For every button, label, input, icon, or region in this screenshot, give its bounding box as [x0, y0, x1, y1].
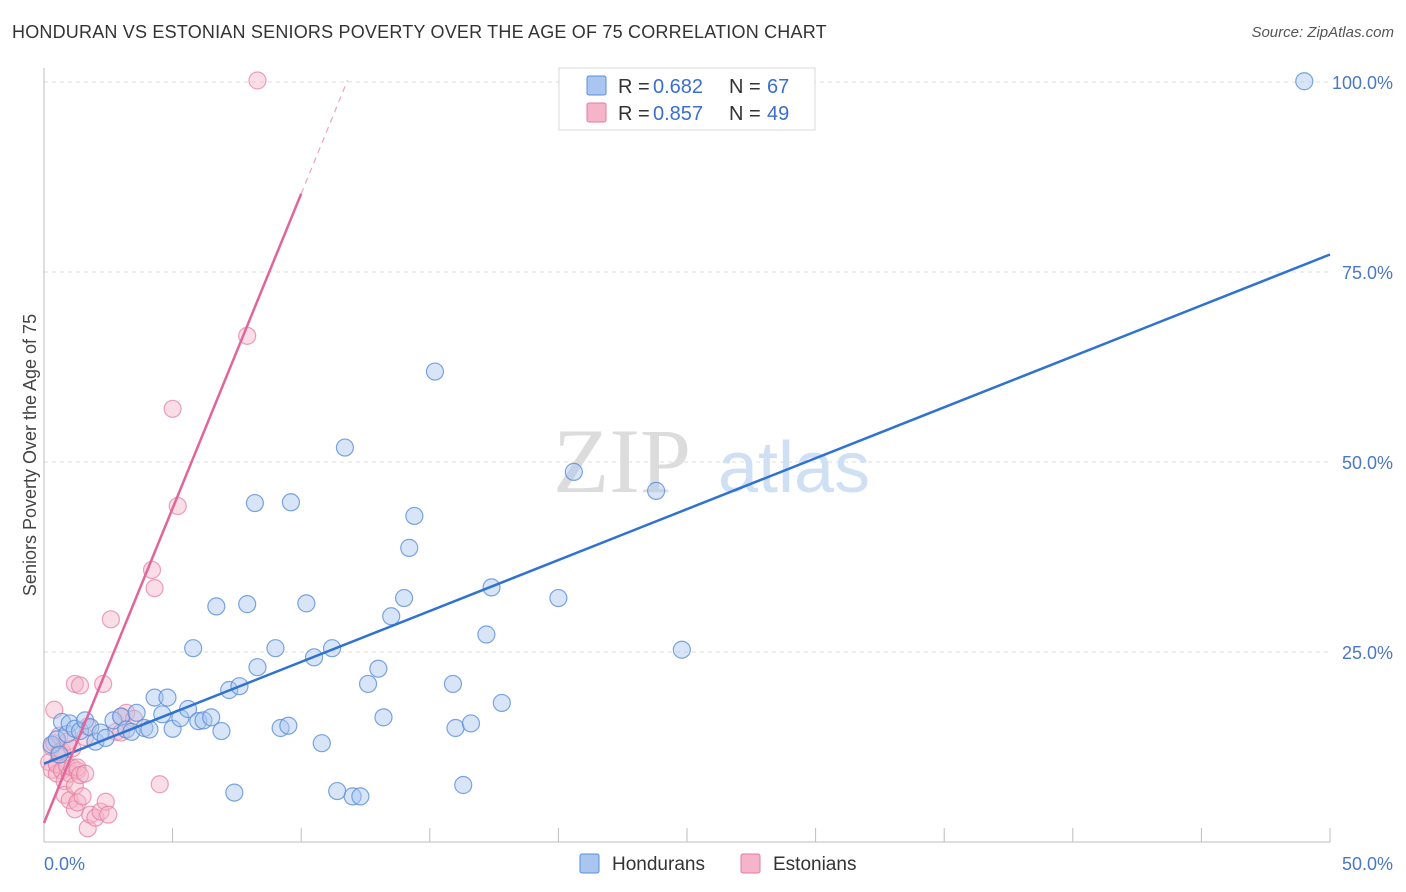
bottom-legend-hondurans: Hondurans — [612, 854, 705, 875]
estonian-point — [99, 805, 118, 824]
x-tick-label: 50.0% — [1342, 854, 1393, 874]
honduran-point — [42, 735, 61, 754]
honduran-point — [60, 714, 79, 733]
honduran-point — [549, 588, 568, 608]
honduran-point — [47, 730, 66, 749]
honduran-point — [374, 708, 393, 727]
legend-n-value-1: 67 — [767, 76, 789, 98]
estonian-point — [150, 775, 169, 794]
honduran-point — [446, 718, 465, 738]
honduran-point — [127, 703, 146, 722]
honduran-point — [184, 639, 203, 658]
honduran-point — [564, 462, 583, 481]
y-axis-label: Seniors Poverty Over the Age of 75 — [20, 314, 40, 596]
estonian-point — [73, 787, 92, 806]
honduran-point — [225, 783, 244, 802]
honduran-point — [394, 588, 414, 608]
honduran-point — [647, 481, 666, 500]
honduran-point — [351, 787, 370, 806]
legend-r-label-2: R = — [618, 103, 650, 125]
honduran-point — [297, 594, 316, 613]
estonian-trend-extension — [300, 80, 349, 194]
trend-lines — [42, 80, 1331, 824]
estonian-point — [101, 610, 120, 629]
y-tick-label: 75.0% — [1342, 263, 1393, 283]
estonian-point — [81, 805, 100, 824]
honduran-point — [245, 493, 265, 513]
x-tick-label: 0.0% — [44, 854, 85, 874]
legend-r-value-1: 0.682 — [653, 76, 703, 98]
estonian-point — [76, 764, 95, 783]
legend-n-label-2: N = — [729, 103, 761, 125]
honduran-point — [281, 493, 301, 512]
honduran-point — [400, 538, 419, 557]
honduran-point — [405, 506, 424, 526]
honduran-point — [145, 688, 164, 707]
estonian-trend-line — [42, 193, 303, 824]
grid-lines — [44, 81, 1330, 653]
estonian-point — [163, 399, 182, 418]
estonian-point — [145, 579, 164, 598]
axes — [43, 68, 1331, 843]
honduran-point — [202, 708, 221, 727]
tick-labels: 25.0% 50.0% 75.0% 100.0% 0.0% 50.0% — [44, 73, 1393, 874]
legend-swatch-estonians — [586, 102, 607, 123]
bottom-legend-swatch-hondurans — [579, 853, 600, 874]
estonian-point — [70, 676, 90, 695]
estonian-point — [248, 71, 267, 90]
honduran-trend-line — [43, 253, 1331, 765]
honduran-point — [335, 438, 355, 457]
honduran-point — [358, 674, 378, 694]
bottom-legend-estonians: Estonians — [773, 854, 856, 875]
y-tick-label: 50.0% — [1342, 453, 1393, 473]
honduran-point — [248, 658, 267, 677]
legend-r-value-2: 0.857 — [653, 103, 703, 125]
honduran-point — [343, 787, 362, 806]
honduran-point — [279, 716, 298, 735]
bottom-legend-swatch-estonians — [740, 853, 761, 874]
y-tick-label: 25.0% — [1342, 643, 1393, 663]
honduran-point — [461, 714, 481, 733]
honduran-point — [312, 734, 331, 753]
honduran-point — [212, 721, 231, 741]
source-label: Source: ZipAtlas.com — [1251, 24, 1394, 41]
honduran-point — [207, 597, 226, 616]
honduran-point — [1295, 72, 1314, 91]
stats-legend: R = 0.682 N = 67 R = 0.857 N = 49 — [558, 67, 816, 131]
legend-n-value-2: 49 — [767, 103, 789, 125]
honduran-point — [382, 607, 401, 626]
y-tick-label: 100.0% — [1332, 73, 1393, 93]
honduran-point — [328, 781, 347, 801]
honduran-point — [425, 362, 445, 381]
honduran-point — [266, 639, 285, 658]
watermark-zip: ZIP — [553, 410, 691, 512]
legend-r-label-1: R = — [618, 76, 650, 98]
honduran-point — [158, 688, 177, 707]
honduran-point — [443, 674, 463, 694]
legend-swatch-hondurans — [586, 75, 607, 96]
chart-title: HONDURAN VS ESTONIAN SENIORS POVERTY OVE… — [12, 22, 827, 42]
honduran-point — [238, 595, 257, 614]
honduran-point — [492, 693, 511, 713]
honduran-point — [454, 775, 473, 795]
honduran-point — [369, 659, 388, 678]
series-legend: Hondurans Estonians — [579, 853, 856, 875]
honduran-point — [477, 625, 496, 644]
legend-n-label-1: N = — [729, 76, 761, 98]
honduran-point — [672, 640, 691, 659]
